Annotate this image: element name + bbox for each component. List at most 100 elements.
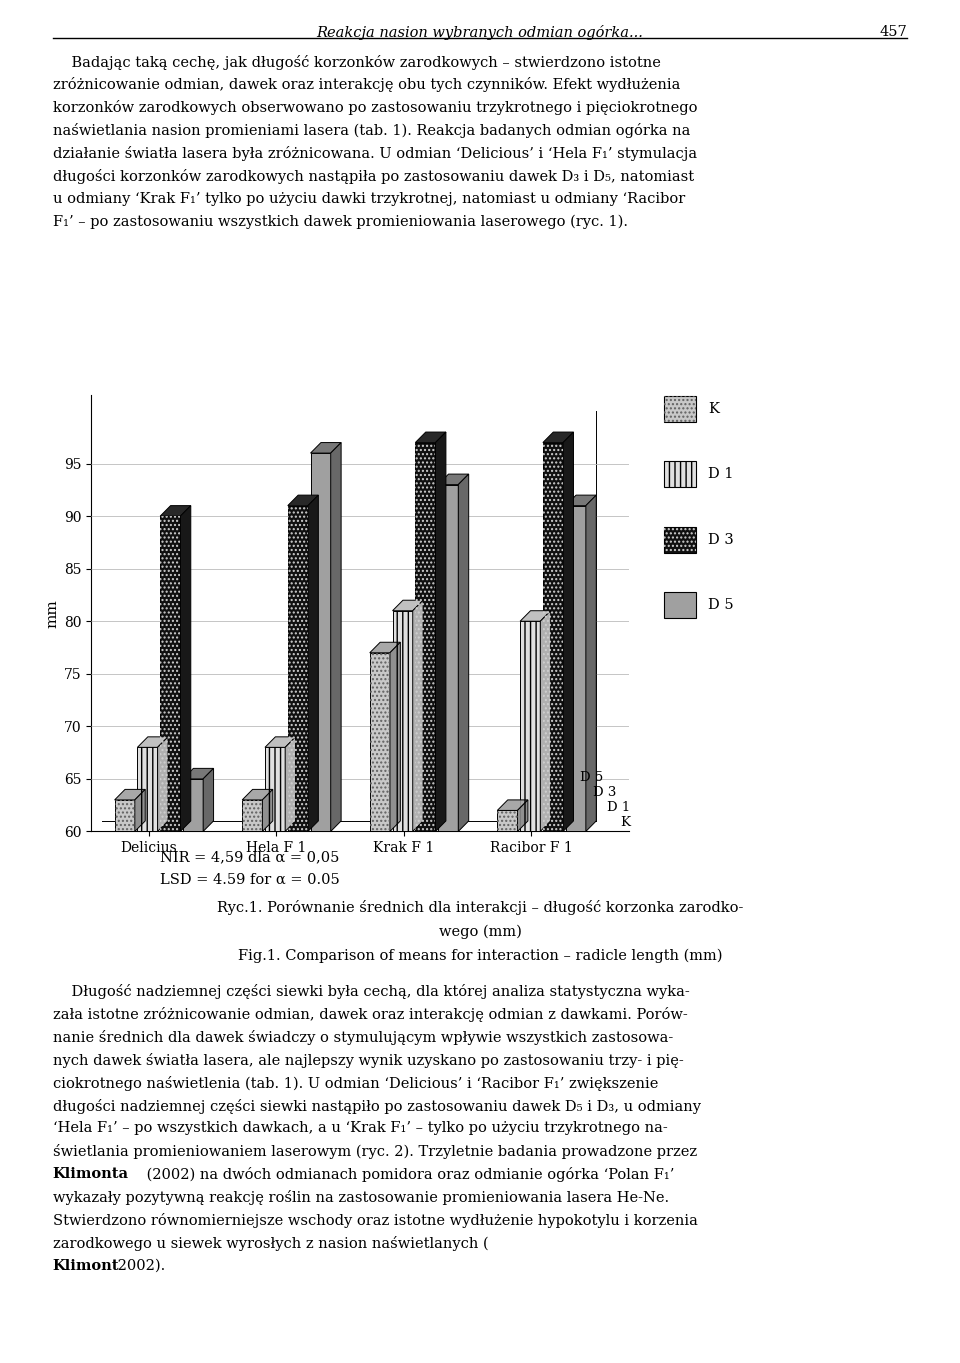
Polygon shape [393,600,423,611]
Text: Klimont: Klimont [53,1259,119,1273]
Text: u odmiany ‘Krak F₁’ tylko po użyciu dawki trzykrotnej, natomiast u odmiany ‘Raci: u odmiany ‘Krak F₁’ tylko po użyciu dawk… [53,192,685,206]
Bar [520,622,540,831]
Bar [242,800,262,831]
Polygon shape [308,495,319,831]
Polygon shape [180,506,191,831]
Text: ‘Hela F₁’ – po wszystkich dawkach, a u ‘Krak F₁’ – tylko po użyciu trzykrotnego : ‘Hela F₁’ – po wszystkich dawkach, a u ‘… [53,1122,667,1135]
Bar [438,485,458,831]
Text: zała istotne zróżnicowanie odmian, dawek oraz interakcję odmian z dawkami. Porów: zała istotne zróżnicowanie odmian, dawek… [53,1007,687,1022]
Bar [183,778,204,831]
Polygon shape [262,789,273,831]
Text: LSD = 4.59 for α = 0.05: LSD = 4.59 for α = 0.05 [159,872,340,886]
Bar [520,622,540,831]
Bar [160,517,180,831]
Polygon shape [390,642,400,831]
Polygon shape [137,737,168,747]
Polygon shape [438,474,468,485]
Polygon shape [497,800,528,811]
Polygon shape [160,506,191,517]
Text: 457: 457 [879,25,907,40]
Bar [664,395,696,423]
Bar [114,800,134,831]
Bar [664,526,696,553]
Bar [664,592,696,619]
Text: wykazały pozytywną reakcję roślin na zastosowanie promieniowania lasera He-Ne.: wykazały pozytywną reakcję roślin na zas… [53,1190,669,1205]
Bar [265,747,285,831]
Text: nych dawek światła lasera, ale najlepszy wynik uzyskano po zastosowaniu trzy- i : nych dawek światła lasera, ale najlepszy… [53,1052,684,1067]
Polygon shape [204,769,213,831]
Bar [543,443,564,831]
Text: Ryc.1. Porównanie średnich dla interakcji – długość korzonka zarodko-: Ryc.1. Porównanie średnich dla interakcj… [217,900,743,915]
Text: Klimonta: Klimonta [53,1167,129,1182]
Text: F₁’ – po zastosowaniu wszystkich dawek promieniowania laserowego (ryc. 1).: F₁’ – po zastosowaniu wszystkich dawek p… [53,215,628,229]
Polygon shape [543,432,573,443]
Polygon shape [285,737,296,831]
Bar [288,506,308,831]
Bar [288,506,308,831]
Text: ciokrotnego naświetlenia (tab. 1). U odmian ‘Delicious’ i ‘Racibor F₁’ zwiększen: ciokrotnego naświetlenia (tab. 1). U odm… [53,1075,659,1090]
Polygon shape [520,611,551,622]
Polygon shape [586,495,596,831]
Text: D 5: D 5 [580,770,603,784]
Text: K: K [708,402,719,416]
Polygon shape [265,737,296,747]
Polygon shape [183,769,213,778]
Polygon shape [436,432,445,831]
Polygon shape [288,495,319,506]
Bar [438,485,458,831]
Bar [664,461,696,488]
Text: długości nadziemnej części siewki nastąpiło po zastosowaniu dawek D₅ i D₃, u odm: długości nadziemnej części siewki nastąp… [53,1099,701,1114]
Bar [310,453,330,831]
Bar [497,811,517,831]
Text: wego (mm): wego (mm) [439,924,521,939]
Bar [114,800,134,831]
Bar [310,453,330,831]
Bar [543,443,564,831]
Bar [370,653,390,831]
Bar [137,747,157,831]
Bar [393,611,413,831]
Text: (2002) na dwóch odmianach pomidora oraz odmianie ogórka ‘Polan F₁’: (2002) na dwóch odmianach pomidora oraz … [142,1167,675,1182]
Text: długości korzonków zarodkowych nastąpiła po zastosowaniu dawek D₃ i D₅, natomias: długości korzonków zarodkowych nastąpiła… [53,169,694,184]
Text: zarodkowego u siewek wyrosłych z nasion naświetlanych (: zarodkowego u siewek wyrosłych z nasion … [53,1236,489,1251]
Bar [416,443,436,831]
Polygon shape [157,737,168,831]
Polygon shape [114,789,145,800]
Bar [160,517,180,831]
Text: nanie średnich dla dawek świadczy o stymulującym wpływie wszystkich zastosowa-: nanie średnich dla dawek świadczy o stym… [53,1030,673,1045]
Bar [242,800,262,831]
Text: świetlania promieniowaniem laserowym (ryc. 2). Trzyletnie badania prowadzone prz: świetlania promieniowaniem laserowym (ry… [53,1145,697,1160]
Bar [265,747,285,831]
Bar [664,592,696,619]
Text: D 3: D 3 [593,785,616,799]
Bar [497,811,517,831]
Text: Stwierdzono równomierniejsze wschody oraz istotne wydłużenie hypokotylu i korzen: Stwierdzono równomierniejsze wschody ora… [53,1213,698,1228]
Polygon shape [416,432,445,443]
Polygon shape [413,600,423,831]
Text: naświetlania nasion promieniami lasera (tab. 1). Reakcja badanych odmian ogórka : naświetlania nasion promieniami lasera (… [53,123,690,138]
Bar [393,611,413,831]
Text: Badając taką cechę, jak długość korzonków zarodkowych – stwierdzono istotne: Badając taką cechę, jak długość korzonkó… [53,55,660,70]
Polygon shape [458,474,468,831]
Text: korzonków zarodkowych obserwowano po zastosowaniu trzykrotnego i pięciokrotnego: korzonków zarodkowych obserwowano po zas… [53,101,697,116]
Text: K: K [620,815,630,829]
Text: zróżnicowanie odmian, dawek oraz interakcję obu tych czynników. Efekt wydłużenia: zróżnicowanie odmian, dawek oraz interak… [53,78,681,93]
Text: D 1: D 1 [708,468,734,481]
Bar [137,747,157,831]
Polygon shape [330,443,341,831]
Polygon shape [310,443,341,453]
Text: Fig.1. Comparison of means for interaction – radicle length (mm): Fig.1. Comparison of means for interacti… [238,949,722,964]
Text: działanie światła lasera była zróżnicowana. U odmian ‘Delicious’ i ‘Hela F₁’ sty: działanie światła lasera była zróżnicowa… [53,146,697,161]
Text: D 1: D 1 [607,800,630,814]
Polygon shape [370,642,400,653]
Polygon shape [564,432,573,831]
Bar [565,506,586,831]
Polygon shape [517,800,528,831]
Text: NIR = 4,59 dla α = 0,05: NIR = 4,59 dla α = 0,05 [160,851,339,864]
Text: 2002).: 2002). [113,1259,165,1273]
Text: D 3: D 3 [708,533,734,547]
Polygon shape [134,789,145,831]
Polygon shape [565,495,596,506]
Text: D 5: D 5 [708,598,734,612]
Bar [664,526,696,553]
